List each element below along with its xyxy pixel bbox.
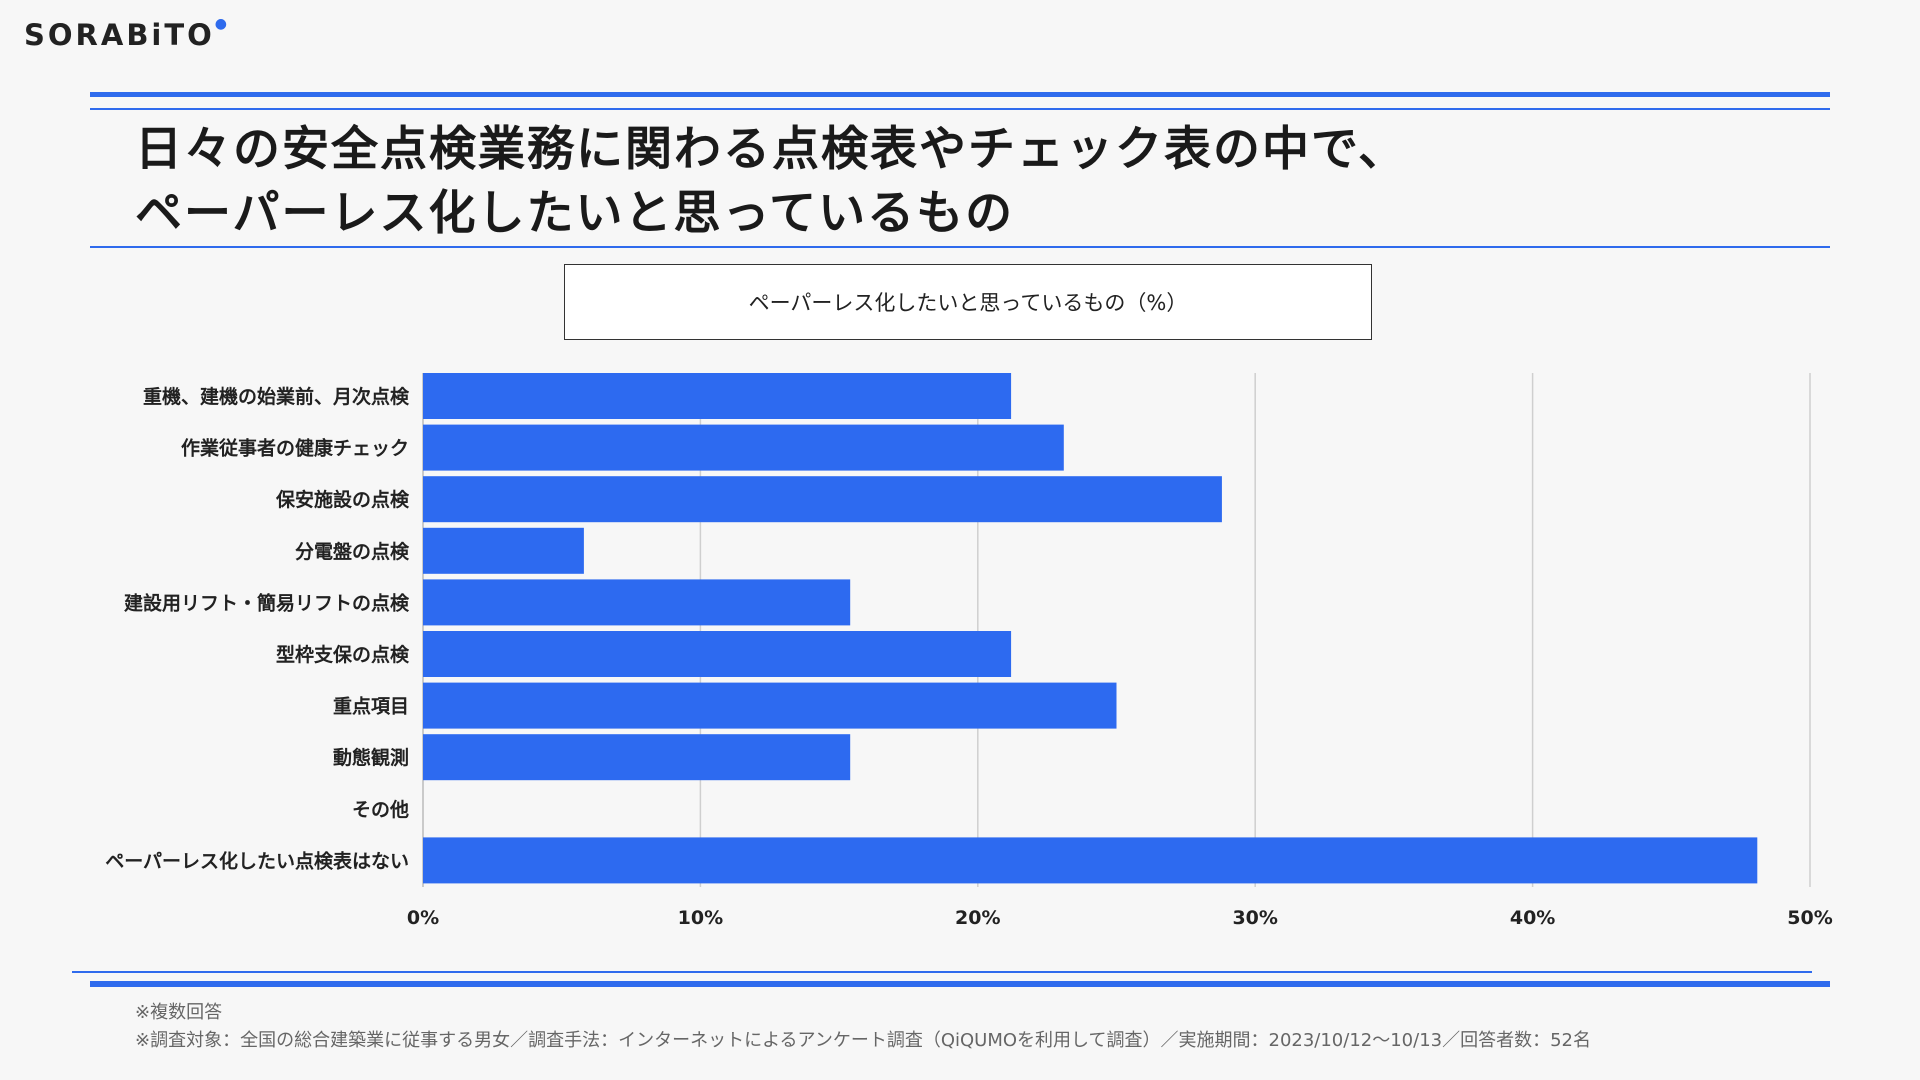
logo-dot: ● [214,16,231,32]
footnote-multiple-answers: ※複数回答 [135,1002,223,1023]
category-label: 重機、建機の始業前、月次点検 [143,385,410,408]
category-label: 保安施設の点検 [275,488,410,511]
bar [423,527,584,574]
page-title-line2: ペーパーレス化したいと思っているもの [135,186,1015,241]
bar [423,579,851,626]
category-label: 分電盤の点検 [295,540,410,563]
x-tick-label: 10% [678,907,723,929]
x-tick-label: 40% [1510,907,1555,929]
bottom-rule-thick [90,981,1830,987]
x-tick-label: 50% [1787,907,1832,929]
bar [423,682,1117,729]
x-tick-label: 0% [407,907,439,929]
category-label: その他 [352,798,409,821]
category-label: 動態観測 [333,746,409,769]
bar [423,424,1064,471]
chart-title-box: ペーパーレス化したいと思っているもの（%） [564,264,1372,340]
category-label: 型枠支保の点検 [276,643,410,666]
x-tick-label: 30% [1232,907,1277,929]
brand-logo: SORABiTO● [24,16,231,52]
category-label: 重点項目 [333,696,409,718]
top-rule-thin [90,108,1830,110]
chart-title: ペーパーレス化したいと思っているもの（%） [748,291,1188,315]
footnote-survey-details: ※調査対象：全国の総合建築業に従事する男女／調査手法：インターネットによるアンケ… [135,1030,1592,1051]
bottom-rule-thin [72,971,1812,973]
category-label: 作業従事者の健康チェック [181,437,409,460]
bar [423,373,1012,419]
x-tick-label: 20% [955,907,1000,929]
title-under-rule [90,246,1830,248]
top-rule-thick [90,92,1830,97]
bar [423,631,1012,677]
category-label: ペーパーレス化したい点検表はない [105,849,409,872]
bar [423,476,1222,523]
bar [423,837,1758,884]
page-title-line1: 日々の安全点検業務に関わる点検表やチェック表の中で、 [135,122,1408,177]
category-label: 建設用リフト・簡易リフトの点検 [124,591,410,614]
page-title: 日々の安全点検業務に関わる点検表やチェック表の中で、 ペーパーレス化したいと思っ… [135,118,1735,246]
bar [423,734,851,781]
